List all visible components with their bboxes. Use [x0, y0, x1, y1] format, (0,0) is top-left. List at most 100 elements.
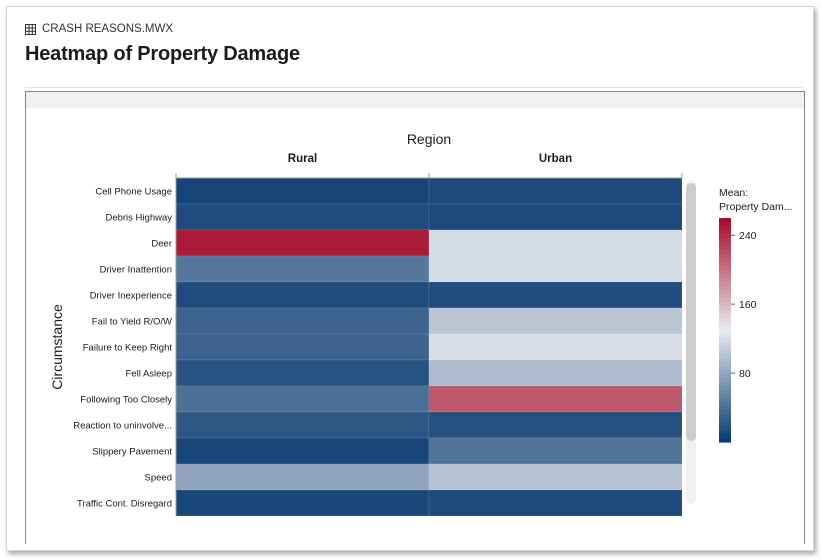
legend-color-step: [719, 354, 731, 359]
legend-color-step: [719, 326, 731, 331]
legend-color-step: [719, 386, 731, 391]
heatmap-cell[interactable]: [175, 411, 430, 439]
heatmap-cell[interactable]: [428, 385, 683, 413]
legend-color-step: [719, 314, 731, 319]
legend-color-step: [719, 434, 731, 439]
legend-tick-label: 240: [739, 230, 757, 242]
legend-color-step: [719, 366, 731, 371]
row-label: Failure to Keep Right: [83, 343, 173, 354]
file-header: CRASH REASONS.MWX: [25, 23, 173, 35]
legend-tick-label: 80: [739, 368, 751, 380]
legend-color-step: [719, 334, 731, 339]
legend-color-step: [719, 258, 731, 263]
heatmap-cell[interactable]: [428, 463, 683, 491]
heatmap-cell[interactable]: [175, 255, 430, 283]
legend-color-step: [719, 250, 731, 255]
row-label: Debris Highway: [105, 213, 172, 224]
legend-color-step: [719, 306, 731, 311]
legend-color-step: [719, 226, 731, 231]
legend-color-step: [719, 382, 731, 387]
legend-color-step: [719, 294, 731, 299]
row-label: Fell Asleep: [126, 369, 172, 380]
legend-color-step: [719, 274, 731, 279]
legend-color-step: [719, 402, 731, 407]
column-label: Rural: [288, 153, 317, 165]
heatmap-cell[interactable]: [175, 307, 430, 335]
row-label: Driver Inexperience: [90, 291, 172, 302]
heatmap-cell[interactable]: [428, 255, 683, 283]
legend-color-step: [719, 222, 731, 227]
heatmap-cell[interactable]: [428, 203, 683, 231]
legend-color-step: [719, 390, 731, 395]
legend-color-step: [719, 418, 731, 423]
legend-color-step: [719, 246, 731, 251]
legend-color-step: [719, 262, 731, 267]
scrollbar-thumb[interactable]: [686, 183, 696, 441]
legend-color-step: [719, 398, 731, 403]
legend-color-step: [719, 422, 731, 427]
legend-color-step: [719, 438, 731, 443]
legend-color-step: [719, 282, 731, 287]
heatmap-cell[interactable]: [428, 307, 683, 335]
column-label: Urban: [539, 153, 572, 165]
legend-color-step: [719, 298, 731, 303]
legend-color-step: [719, 318, 731, 323]
chart-frame: Region Circumstance Rural Urban Cell Phone U…: [25, 91, 805, 544]
heatmap-chart: Region Circumstance Rural Urban Cell Phone U…: [49, 131, 793, 517]
legend-color-step: [719, 290, 731, 295]
heatmap-cell[interactable]: [428, 437, 683, 465]
row-label: Following Too Closely: [80, 395, 172, 406]
heatmap-cell[interactable]: [428, 489, 683, 517]
heatmap-cell[interactable]: [428, 411, 683, 439]
legend-color-step: [719, 266, 731, 271]
heatmap-cell[interactable]: [175, 463, 430, 491]
legend-color-step: [719, 414, 731, 419]
row-label: Slippery Pavement: [92, 447, 172, 458]
heatmap-cell[interactable]: [428, 359, 683, 387]
heatmap-cell[interactable]: [428, 333, 683, 361]
heatmap-cell[interactable]: [175, 385, 430, 413]
row-label: Cell Phone Usage: [95, 187, 172, 198]
legend-color-step: [719, 362, 731, 367]
legend-color-step: [719, 342, 731, 347]
heatmap-cell[interactable]: [428, 281, 683, 309]
legend-color-step: [719, 234, 731, 239]
heatmap-cell[interactable]: [175, 229, 430, 257]
legend-title-line1: Mean:: [719, 187, 748, 199]
legend-color-step: [719, 310, 731, 315]
legend-color-step: [719, 338, 731, 343]
legend-color-step: [719, 430, 731, 435]
heatmap-cell[interactable]: [175, 203, 430, 231]
row-label: Driver Inattention: [100, 265, 172, 276]
heatmap-cell[interactable]: [175, 437, 430, 465]
heatmap-cell[interactable]: [428, 229, 683, 257]
heatmap-cell[interactable]: [428, 177, 683, 205]
legend-color-step: [719, 254, 731, 259]
heatmap-cell[interactable]: [175, 333, 430, 361]
legend-color-step: [719, 230, 731, 235]
header-divider: [25, 87, 803, 88]
heatmap-cell[interactable]: [175, 177, 430, 205]
legend-color-step: [719, 278, 731, 283]
row-label: Speed: [145, 473, 172, 484]
heatmap-legend: Mean: Property Dam... 80 160 240: [719, 187, 793, 443]
heatmap-cell[interactable]: [175, 359, 430, 387]
row-axis-title: Circumstance: [49, 304, 65, 390]
heatmap-cell[interactable]: [175, 281, 430, 309]
file-name[interactable]: CRASH REASONS.MWX: [42, 23, 173, 35]
chart-card: CRASH REASONS.MWX Heatmap of Property Da…: [6, 6, 814, 551]
column-axis-title: Region: [407, 131, 451, 147]
row-label: Deer: [151, 239, 172, 250]
legend-tick-label: 160: [739, 299, 757, 311]
chart-toolbar-band: [26, 92, 804, 108]
legend-title-line2: Property Dam...: [719, 201, 793, 213]
page-title: Heatmap of Property Damage: [25, 43, 300, 65]
legend-color-step: [719, 302, 731, 307]
legend-color-step: [719, 242, 731, 247]
legend-color-step: [719, 406, 731, 411]
legend-color-step: [719, 358, 731, 363]
legend-color-step: [719, 394, 731, 399]
legend-color-step: [719, 426, 731, 431]
legend-color-step: [719, 330, 731, 335]
heatmap-cell[interactable]: [175, 489, 430, 517]
